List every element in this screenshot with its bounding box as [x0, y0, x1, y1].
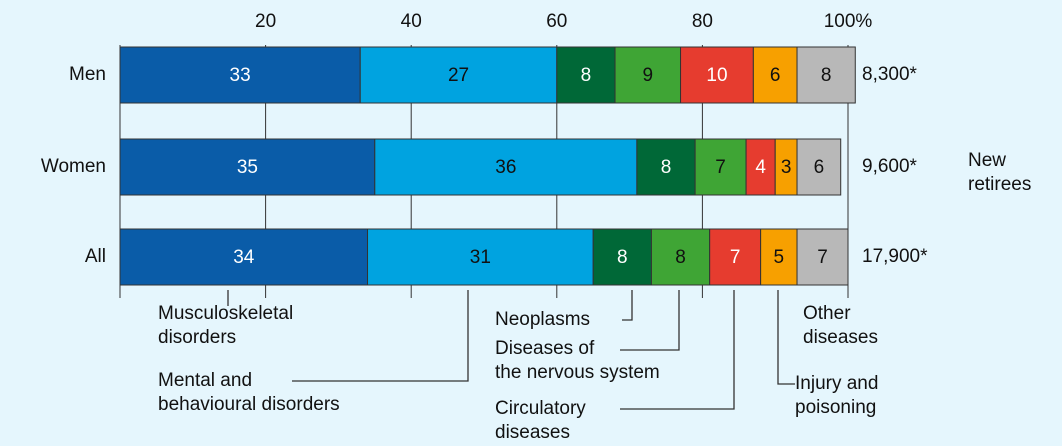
data-label: 7: [715, 157, 726, 178]
bar-segment: [796, 228, 849, 286]
x-tick-label: 80: [692, 11, 713, 32]
data-label: 27: [448, 65, 469, 86]
leader-line: [620, 290, 680, 351]
total-label: 9,600*: [862, 156, 918, 177]
y-tick-label: Men: [69, 64, 106, 85]
bar-segment: [359, 46, 558, 104]
bar-segment: [367, 228, 594, 286]
x-tick-label: 100%: [824, 11, 873, 32]
data-label: 8: [821, 65, 832, 86]
leader-line: [777, 290, 795, 385]
data-label: 33: [230, 65, 251, 86]
data-label: 36: [495, 157, 516, 178]
leader-line: [620, 290, 735, 410]
bar-segment: [614, 46, 682, 104]
data-label: 3: [781, 157, 792, 178]
y-tick-label: Women: [41, 156, 106, 177]
data-label: 9: [643, 65, 654, 86]
x-tick-label: 40: [401, 11, 422, 32]
bar-segment: [374, 138, 638, 196]
series-label: Injury and poisoning: [795, 373, 879, 418]
leader-line: [292, 290, 469, 382]
bar-segment: [796, 46, 856, 104]
data-label: 6: [814, 157, 825, 178]
data-label: 7: [730, 247, 741, 268]
data-label: 5: [774, 247, 785, 268]
totals-label: New retirees: [968, 150, 1032, 195]
x-tick-label: 60: [546, 11, 567, 32]
bar-segment: [119, 46, 361, 104]
series-label: Diseases of the nervous system: [495, 338, 660, 383]
data-label: 4: [755, 157, 766, 178]
total-label: 17,900*: [862, 246, 928, 267]
series-label: Mental and behavioural disorders: [158, 370, 340, 415]
x-tick-label: 20: [255, 11, 276, 32]
data-label: 7: [817, 247, 828, 268]
data-label: 8: [617, 247, 628, 268]
bar-segment: [760, 228, 798, 286]
data-label: 6: [770, 65, 781, 86]
data-label: 34: [233, 247, 255, 268]
bar-segment: [709, 228, 762, 286]
y-tick-label: All: [85, 246, 106, 267]
bar-segment: [636, 138, 696, 196]
bar-segment: [556, 46, 616, 104]
bar-segment: [745, 138, 776, 196]
data-label: 31: [470, 247, 491, 268]
bar-segment: [796, 138, 842, 196]
bar-segment: [694, 138, 747, 196]
data-label: 10: [706, 65, 727, 86]
bar-segment: [119, 138, 376, 196]
series-label: Neoplasms: [495, 309, 591, 330]
data-label: 35: [237, 157, 258, 178]
series-label: Musculoskeletal disorders: [158, 303, 294, 348]
data-label: 8: [675, 247, 686, 268]
leader-line: [622, 290, 633, 321]
total-label: 8,300*: [862, 64, 918, 85]
bar-segment: [592, 228, 652, 286]
data-label: 8: [581, 65, 592, 86]
series-label: Circulatory diseases: [495, 398, 586, 443]
bar-segment: [119, 228, 369, 286]
data-label: 8: [661, 157, 672, 178]
series-label: Other diseases: [803, 303, 878, 348]
